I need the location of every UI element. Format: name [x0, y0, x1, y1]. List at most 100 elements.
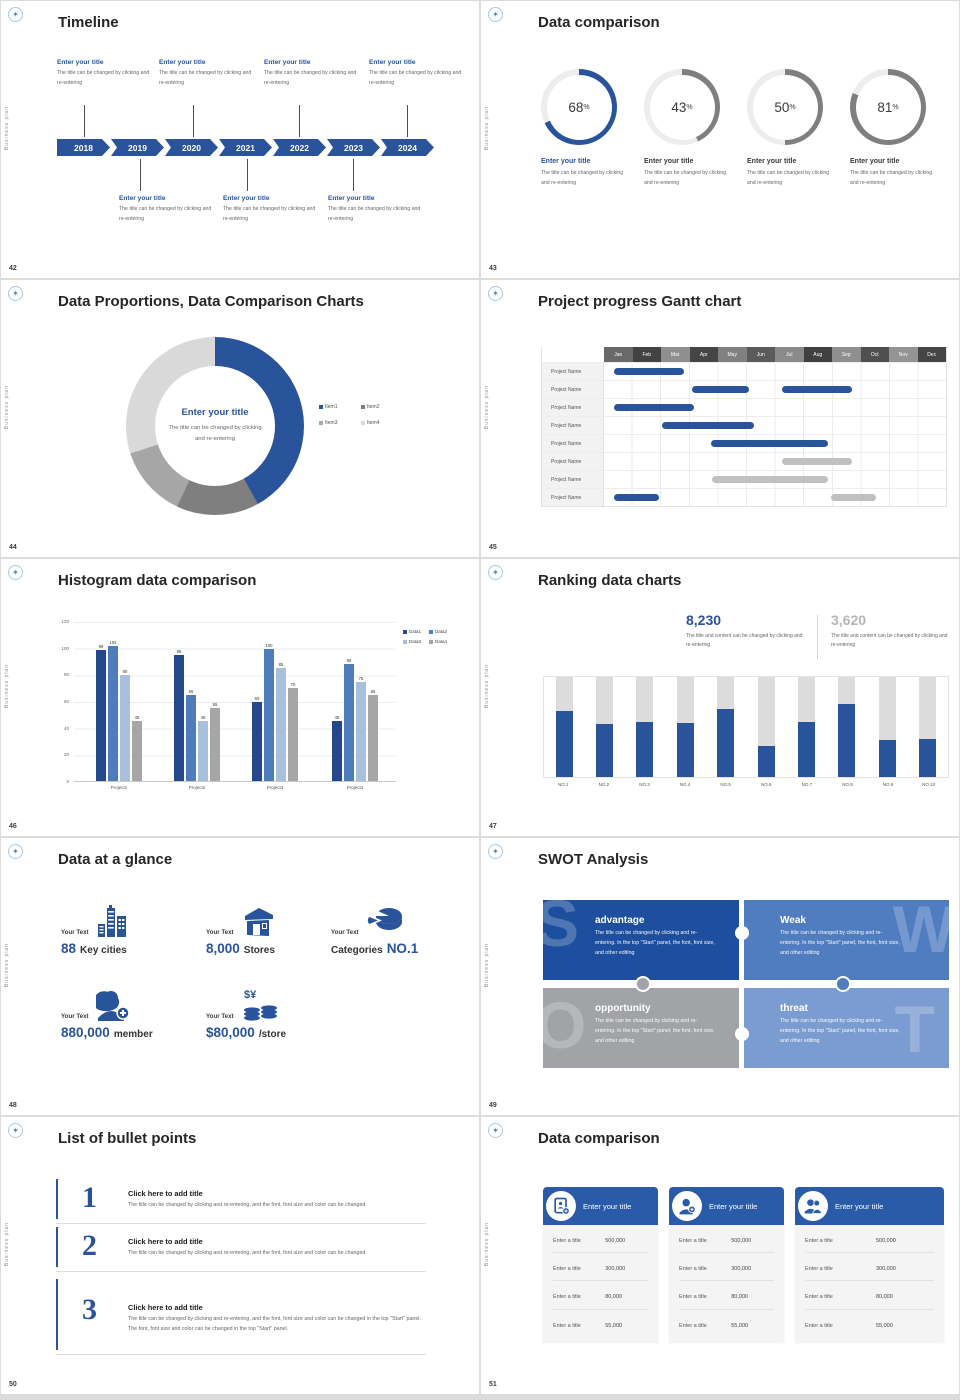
donut-chart: Enter your title The title can be change…	[126, 337, 304, 515]
progress-ring: 68%	[541, 69, 617, 145]
bar	[210, 708, 220, 781]
slide-51-data-comparison-cards[interactable]: ✶ Business plan Data comparison Enter yo…	[481, 1117, 959, 1394]
puzzle-tab	[734, 926, 749, 940]
bar-fill	[555, 711, 573, 777]
bar	[174, 655, 184, 781]
bar	[368, 694, 378, 781]
stat-block: 3,620 The title and content can be chang…	[831, 612, 948, 649]
y-axis-tick: 0	[66, 779, 69, 784]
card-row: Enter a title 55,000	[553, 1322, 623, 1329]
ring-desc: The title can be changed by clicking and…	[541, 170, 624, 186]
card-row: Enter a title 300,000	[679, 1257, 774, 1282]
side-label: Business plan	[484, 1222, 490, 1267]
connector-line	[193, 105, 194, 137]
y-axis-tick: 60	[63, 699, 69, 704]
ring-block: 68% Enter your title The title can be ch…	[539, 69, 642, 188]
bullet-desc: The title can be changed by clicking and…	[128, 1202, 366, 1208]
bar	[264, 648, 274, 781]
people-icon	[804, 1199, 822, 1214]
slide-50-bullet-list[interactable]: ✶ Business plan List of bullet points 1 …	[1, 1117, 479, 1394]
bar-track	[798, 677, 816, 777]
connector-line	[140, 159, 141, 191]
legend-item: Item1	[319, 404, 353, 410]
bar	[108, 645, 118, 781]
card-body: Enter a title 500,000 Enter a title 300,00…	[795, 1225, 944, 1342]
page-number: 44	[9, 544, 17, 551]
stat-label: Your Text	[61, 929, 89, 936]
svg-text:$¥: $¥	[244, 989, 257, 1001]
swot-quad-title: advantage	[595, 915, 645, 926]
gantt-row: Project Name	[542, 416, 946, 434]
bar	[288, 688, 298, 781]
puzzle-tab	[835, 976, 851, 992]
slide-49-swot-analysis[interactable]: ✶ Business plan SWOT Analysis S advantag…	[481, 838, 959, 1115]
x-axis-label: Project3	[266, 785, 284, 790]
slide-43-data-comparison-rings[interactable]: ✶ Business plan Data comparison 68% Ente…	[481, 1, 959, 278]
bar-track	[919, 677, 937, 777]
year-chevron: 2020	[165, 139, 218, 156]
comparison-card: Enter your title Enter a title 500,000 En…	[669, 1187, 784, 1342]
connector-line	[407, 105, 408, 137]
member-plus-icon	[95, 991, 130, 1021]
bar-group: 95 65 45 55	[174, 622, 220, 781]
bullet-number: 1	[82, 1181, 97, 1214]
bar-track	[636, 677, 654, 777]
bar-chart-plot: 99 102 80 45 95 65 45 55 60 100 85 70 45…	[74, 622, 396, 790]
bar	[120, 674, 130, 781]
gantt-bar	[613, 404, 694, 411]
bar	[132, 721, 142, 781]
page-number: 47	[489, 823, 497, 830]
bar	[186, 694, 196, 781]
legend-item: Data2	[429, 629, 447, 634]
bar	[276, 668, 286, 781]
puzzle-tab	[734, 1027, 749, 1041]
gantt-month-header: Jan Feb Mar Apr May Jun Jul Aug Sep Oct …	[604, 347, 946, 362]
y-axis-tick: 20	[63, 752, 69, 758]
x-axis-label: Project2	[188, 785, 206, 790]
year-chevron: 2022	[273, 139, 326, 156]
gantt-chart: Jan Feb Mar Apr May Jun Jul Aug Sep Oct …	[541, 347, 947, 507]
card-row: Enter a title 80,000	[805, 1286, 934, 1310]
swot-opportunity-quad: O opportunity The title can be changed b…	[543, 988, 739, 1068]
slide-48-data-at-a-glance[interactable]: ✶ Business plan Data at a glance Your Te…	[1, 838, 479, 1115]
year-chevron: 2019	[111, 139, 164, 156]
city-icon	[97, 905, 126, 937]
timeline-item: Enter your title The title can be change…	[369, 59, 462, 86]
coins-icon: $¥	[243, 989, 277, 1021]
year-chevron: 2023	[327, 139, 380, 156]
ranking-bar-chart	[543, 676, 949, 778]
y-axis-tick: 100	[61, 645, 69, 651]
slide-42-timeline[interactable]: ✶ Business plan Timeline Enter your titl…	[1, 1, 479, 278]
card-row: Enter a title 55,000	[679, 1322, 749, 1329]
swot-grid: S advantage The title can be changed by …	[543, 900, 949, 1068]
y-axis-tick: 80	[63, 672, 69, 678]
card-header: Enter your title	[795, 1187, 944, 1225]
gantt-bar	[613, 368, 684, 375]
bullet-title: Click here to add title	[128, 1189, 203, 1198]
gantt-bar	[711, 440, 828, 447]
gantt-row: Project Name	[542, 488, 946, 506]
slide-title: Data Proportions, Data Comparison Charts	[58, 293, 364, 310]
gantt-bar	[712, 476, 828, 483]
stat-value: 8,230	[686, 612, 722, 628]
bar-track	[596, 677, 614, 777]
slide-46-histogram[interactable]: ✶ Business plan Histogram data compariso…	[1, 559, 479, 836]
slide-44-donut-chart[interactable]: ✶ Business plan Data Proportions, Data C…	[1, 280, 479, 557]
brand-logo-icon: ✶	[8, 844, 23, 859]
divider	[817, 615, 818, 659]
brand-logo-icon: ✶	[8, 7, 23, 22]
stat-value: 88	[61, 941, 77, 956]
donut-center: Enter your title The title can be change…	[155, 366, 275, 486]
stat-item: Your Text Categories NO.1	[331, 902, 418, 956]
card-header: Enter your title	[543, 1187, 658, 1225]
bar-track	[717, 677, 735, 777]
timeline-item-desc: The title can be changed by clicking and…	[57, 70, 150, 86]
slide-45-gantt-chart[interactable]: ✶ Business plan Project progress Gantt c…	[481, 280, 959, 557]
slide-47-ranking-chart[interactable]: ✶ Business plan Ranking data charts 8,23…	[481, 559, 959, 836]
side-label: Business plan	[484, 106, 490, 151]
gantt-row: Project Name	[542, 380, 946, 398]
stat-item: Your Text $¥ $80,000 /store	[206, 989, 287, 1040]
timeline-year-bar: 2018 2019 2020 2021 2022 2023 2024	[57, 139, 434, 156]
card-row: Enter a title 300,000	[805, 1257, 934, 1282]
page-number: 42	[9, 265, 17, 272]
